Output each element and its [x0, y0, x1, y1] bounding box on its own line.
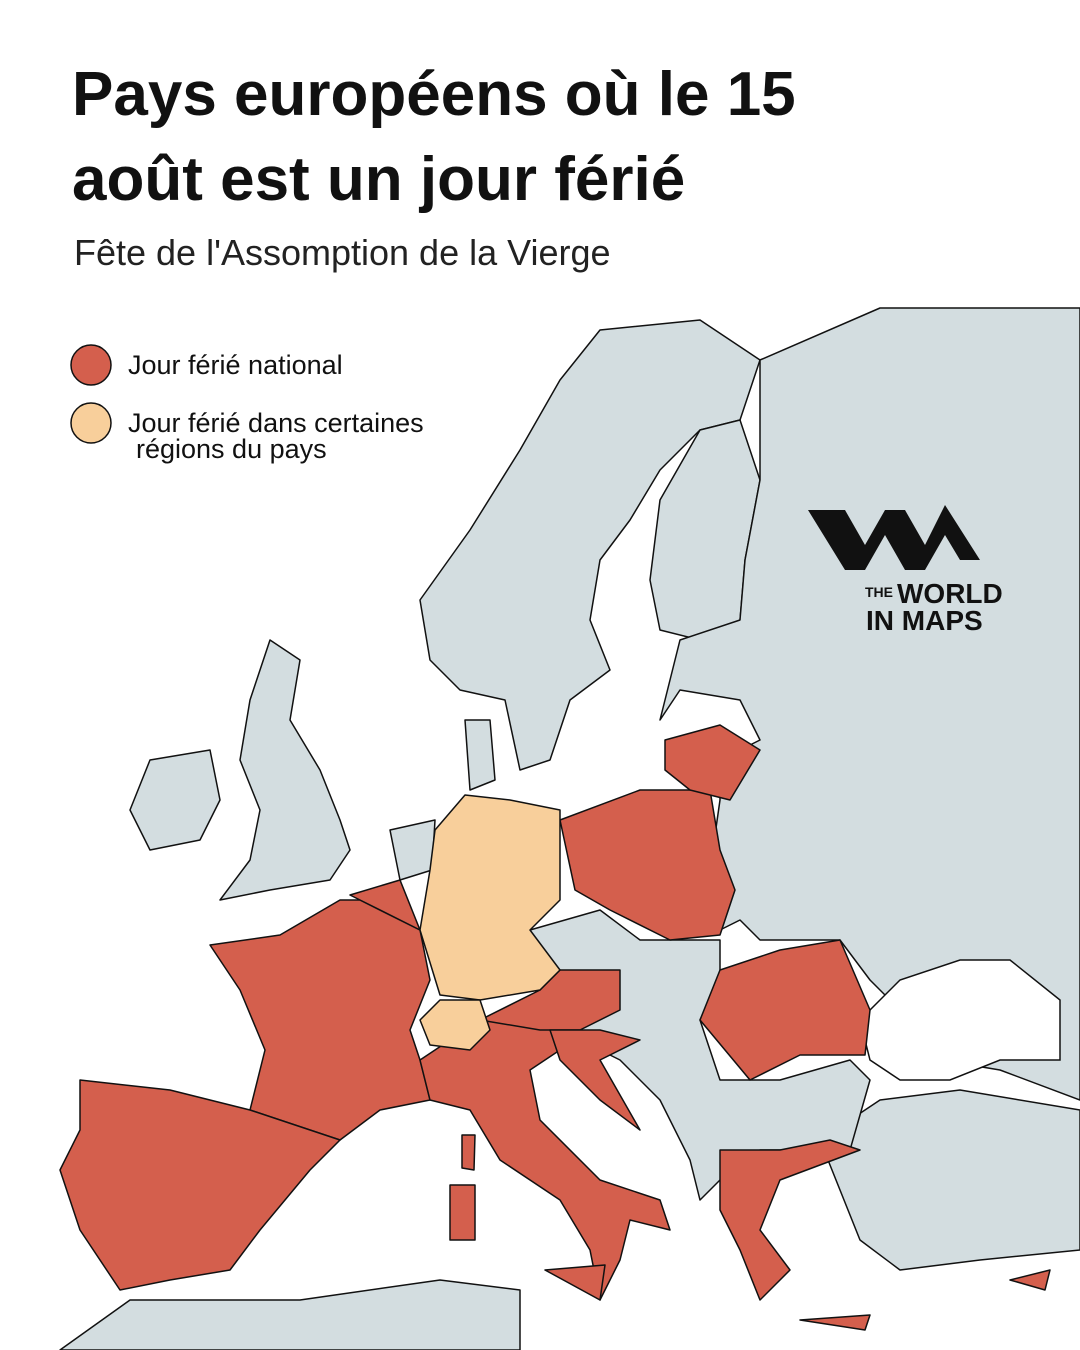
- turkey: [819, 1089, 1080, 1271]
- poland: [559, 789, 736, 941]
- logo-text: WORLD: [897, 578, 1003, 609]
- corsica: [461, 1134, 476, 1171]
- title-line: août est un jour férié: [72, 145, 685, 214]
- great-britain: [219, 639, 351, 901]
- legend-label: Jour férié national: [128, 350, 343, 380]
- black-sea: [859, 959, 1061, 1081]
- north-africa: [59, 1279, 521, 1350]
- cyprus: [1009, 1269, 1051, 1291]
- sicily: [544, 1264, 606, 1301]
- switzerland: [419, 999, 491, 1051]
- sardinia: [449, 1184, 476, 1241]
- title-line: Pays européens où le 15: [72, 60, 796, 129]
- legend-swatch: [70, 402, 112, 444]
- croatia-slovenia: [549, 1029, 641, 1131]
- romania: [699, 939, 871, 1081]
- germany: [419, 794, 561, 1001]
- legend: Jour férié national Jour férié dans certa…: [70, 344, 424, 464]
- logo-mark: [808, 505, 980, 570]
- logo-text: THE: [865, 584, 893, 600]
- subtitle: Fête de l'Assomption de la Vierge: [74, 232, 611, 273]
- logo: THE WORLD IN MAPS: [808, 505, 1003, 636]
- iberia: [59, 1079, 341, 1291]
- ireland: [129, 749, 221, 851]
- denmark: [464, 719, 496, 791]
- greece: [719, 1139, 861, 1301]
- lithuania: [664, 724, 761, 801]
- crete: [799, 1314, 871, 1331]
- logo-text: IN MAPS: [866, 605, 983, 636]
- map: [59, 307, 1080, 1350]
- legend-label: Jour férié dans certaines: [128, 408, 424, 438]
- legend-label: régions du pays: [136, 434, 327, 464]
- legend-swatch: [70, 344, 112, 386]
